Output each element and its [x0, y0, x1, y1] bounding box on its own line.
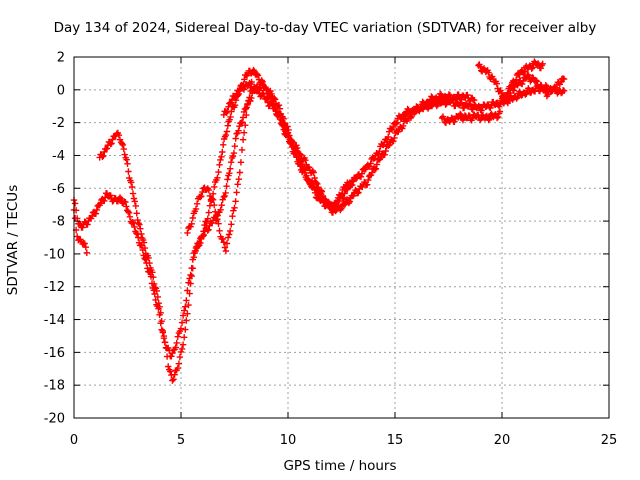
plot-frame	[73, 56, 610, 419]
y-tick-label: -16	[44, 346, 65, 361]
x-tick-label: 5	[177, 433, 185, 448]
y-tick-label: -14	[44, 313, 65, 328]
series-track-d	[220, 79, 356, 212]
y-tick-label: -10	[44, 247, 65, 262]
data-points	[70, 58, 568, 384]
series-track-f	[438, 108, 504, 126]
marker-path	[70, 79, 568, 360]
series-track-a	[70, 79, 568, 360]
grid	[74, 57, 609, 418]
series-track-e	[184, 78, 255, 255]
marker-path	[220, 79, 356, 212]
y-tick-label: -18	[44, 379, 65, 394]
y-tick-label: -8	[52, 215, 65, 230]
y-tick-label: -2	[52, 116, 65, 131]
y-tick-label: -4	[52, 149, 65, 164]
chart-title: Day 134 of 2024, Sidereal Day-to-day VTE…	[54, 20, 597, 36]
x-axis-label: GPS time / hours	[283, 458, 396, 474]
series-track-h	[498, 71, 568, 103]
y-tick-label: -20	[44, 412, 65, 427]
marker-path	[184, 78, 255, 255]
axis-ticks: 0 5 10 15 20 25-20-18-16-14-12-10-8-6-4-202	[44, 51, 618, 449]
x-tick-label: 25	[601, 433, 618, 448]
y-tick-label: 2	[57, 51, 65, 66]
x-tick-label: 0	[70, 433, 78, 448]
marker-path	[498, 71, 568, 103]
y-axis-label: SDTVAR / TECUs	[5, 185, 21, 295]
marker-path	[438, 108, 504, 126]
x-tick-label: 15	[387, 433, 404, 448]
marker-path	[96, 66, 478, 384]
y-tick-label: -12	[44, 280, 65, 295]
x-tick-label: 20	[494, 433, 511, 448]
y-tick-label: 0	[57, 83, 65, 98]
y-tick-label: -6	[52, 182, 65, 197]
x-tick-label: 10	[280, 433, 297, 448]
series-track-c	[96, 66, 478, 384]
